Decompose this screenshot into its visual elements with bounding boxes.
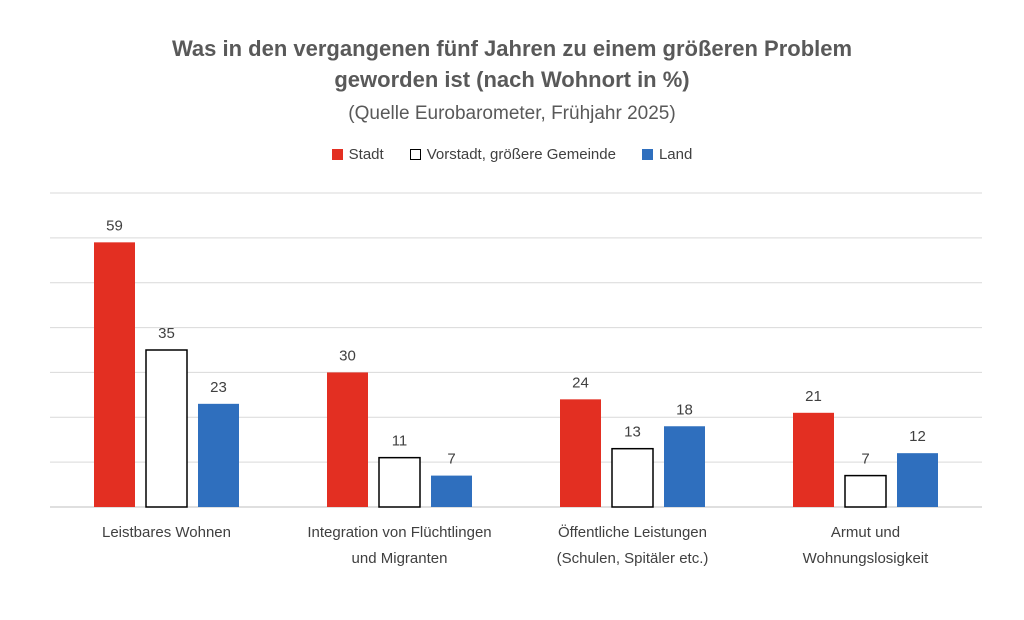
bar [793, 412, 834, 507]
category-label: Leistbares Wohnen [47, 520, 287, 546]
category-label: Öffentliche Leistungen (Schulen, Spitäler… [513, 520, 753, 572]
chart-title-line-2: geworden ist (nach Wohnort in %) [334, 67, 690, 92]
category-label-line: Leistbares Wohnen [102, 524, 231, 541]
bar [431, 475, 472, 507]
legend-item-land: Land [641, 146, 693, 163]
data-label: 13 [624, 424, 641, 441]
legend-swatch-vorstadt [409, 149, 421, 160]
category-label: Armut und Wohnungslosigkeit [746, 520, 986, 572]
legend: Stadt Vorstadt, größere Gemeinde Land [0, 146, 1024, 163]
legend-label-land: Land [658, 146, 693, 163]
data-label: 30 [339, 347, 356, 364]
legend-swatch-land [641, 149, 653, 160]
data-label: 7 [447, 451, 455, 468]
category-label-line: Armut und [830, 524, 901, 541]
data-label: 59 [106, 217, 123, 234]
legend-item-stadt: Stadt [331, 146, 384, 163]
category-label-line: Öffentliche Leistungen [558, 524, 707, 541]
bar [611, 447, 654, 508]
data-label: 7 [861, 451, 869, 468]
legend-swatch-stadt [331, 149, 343, 160]
data-label: 11 [392, 433, 408, 450]
data-label: 18 [676, 401, 693, 418]
chart-title-line-1: Was in den vergangenen fünf Jahren zu ei… [171, 36, 853, 61]
data-label: 21 [805, 388, 822, 405]
category-label-line: Integration von Flüchtlingen [307, 524, 492, 541]
data-label: 23 [210, 379, 227, 396]
bar [327, 372, 368, 507]
bar [378, 456, 421, 508]
data-label: 35 [158, 325, 175, 342]
legend-label-stadt: Stadt [348, 146, 384, 163]
bar [897, 453, 938, 507]
category-label-line: und Migranten [351, 550, 448, 567]
bar [664, 426, 705, 507]
data-label: 24 [572, 374, 589, 391]
bar [560, 399, 601, 507]
bar [844, 474, 887, 508]
bar [145, 349, 188, 508]
category-label-line: (Schulen, Spitäler etc.) [556, 550, 709, 567]
data-label: 12 [909, 428, 926, 445]
category-label-line: Wohnungslosigkeit [802, 550, 929, 567]
category-label: Integration von Flüchtlingen und Migrante… [280, 520, 520, 572]
legend-item-vorstadt: Vorstadt, größere Gemeinde [409, 146, 616, 163]
legend-label-vorstadt: Vorstadt, größere Gemeinde [426, 146, 616, 163]
bar [94, 242, 135, 508]
bar [198, 403, 239, 507]
chart-subtitle: (Quelle Eurobarometer, Frühjahr 2025) [348, 103, 676, 124]
